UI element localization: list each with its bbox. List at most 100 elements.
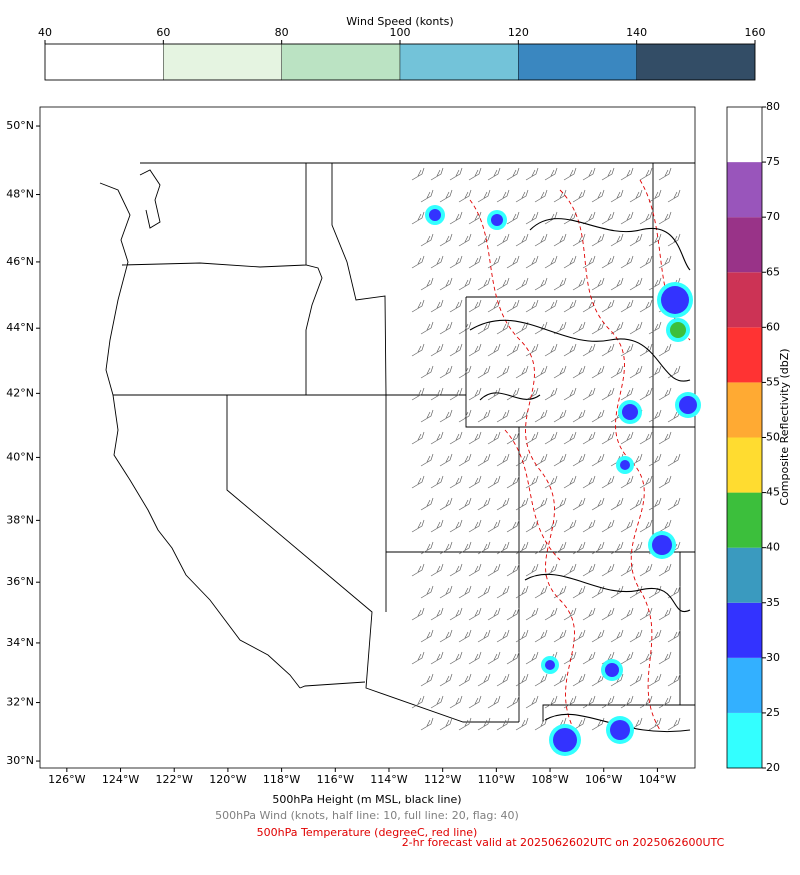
wind-barb — [477, 277, 491, 291]
wind-barb — [411, 651, 425, 665]
tick-label: 80 — [766, 100, 780, 113]
wind-barb — [496, 233, 510, 247]
wind-barb — [601, 211, 615, 225]
wind-barb — [477, 321, 491, 335]
wind-barb — [639, 299, 653, 313]
wind-barb — [506, 651, 520, 665]
wind-barb — [582, 563, 596, 577]
y-tick-label: 32°N — [6, 696, 34, 709]
colorbar-segment — [44, 43, 164, 81]
radar-echo — [679, 396, 697, 414]
x-tick-label: 124°W — [102, 773, 139, 786]
wind-barb — [468, 211, 482, 225]
caption-height: 500hPa Height (m MSL, black line) — [272, 793, 461, 806]
wind-barb — [572, 497, 586, 511]
wind-barb — [629, 497, 643, 511]
wind-barb — [411, 607, 425, 621]
wind-barb — [553, 365, 567, 379]
wind-barb — [667, 629, 681, 643]
wind-barb — [439, 189, 453, 203]
wind-barb — [496, 673, 510, 687]
wind-barb — [477, 365, 491, 379]
wind-barb — [610, 365, 624, 379]
wind-barb — [648, 629, 662, 643]
tick-label: 45 — [766, 486, 780, 499]
colorbar-segment — [727, 272, 762, 328]
wind-barb — [572, 585, 586, 599]
temperature-contour — [469, 199, 581, 741]
wind-barb — [658, 563, 672, 577]
wind-barb — [449, 211, 463, 225]
y-tick-label: 38°N — [6, 513, 34, 526]
wind-barb — [525, 695, 539, 709]
radar-echo — [429, 209, 441, 221]
tick-label: 65 — [766, 265, 780, 278]
wind-barb — [439, 277, 453, 291]
wind-barb — [563, 167, 577, 181]
wind-barb — [658, 431, 672, 445]
wind-barb — [639, 519, 653, 533]
wind-barb — [648, 497, 662, 511]
wind-barb — [544, 431, 558, 445]
colorbar-segment — [163, 43, 282, 81]
wind-barb — [553, 453, 567, 467]
tick-label: 50 — [766, 431, 780, 444]
radar-echo — [605, 663, 619, 677]
wind-barb — [430, 255, 444, 269]
tick-label: 60 — [156, 26, 170, 39]
temperature-contour — [504, 429, 561, 561]
wind-barb — [601, 343, 615, 357]
wind-barb — [639, 695, 653, 709]
x-tick-label: 106°W — [585, 773, 622, 786]
wind-barb — [648, 717, 662, 731]
wind-barb — [620, 211, 634, 225]
wind-barb — [411, 431, 425, 445]
wind-barb — [439, 321, 453, 335]
wind-barb — [525, 343, 539, 357]
wind-barb — [534, 453, 548, 467]
wind-barb — [411, 519, 425, 533]
wind-barb — [572, 717, 586, 731]
wind-barb — [563, 387, 577, 401]
caption-temperature: 500hPa Temperature (degreeC, red line) — [257, 826, 478, 839]
wind-barb — [544, 299, 558, 313]
wind-barb — [667, 673, 681, 687]
wind-barb — [468, 255, 482, 269]
wind-barb — [496, 365, 510, 379]
height-contour — [524, 573, 691, 613]
wind-barb — [582, 299, 596, 313]
colorbar-segment — [636, 43, 756, 81]
wind-barb — [553, 585, 567, 599]
wind-barb — [620, 167, 634, 181]
wind-barb — [458, 541, 472, 555]
wind-barb — [411, 299, 425, 313]
wind-barb — [639, 607, 653, 621]
wind-barb — [449, 651, 463, 665]
wind-barb — [629, 321, 643, 335]
wind-barb — [439, 673, 453, 687]
wind-barb — [411, 211, 425, 225]
wind-barb — [572, 233, 586, 247]
wind-barb — [468, 343, 482, 357]
wind-barb — [477, 585, 491, 599]
wind-barb — [601, 431, 615, 445]
wind-barb — [420, 365, 434, 379]
tick-label: 120 — [508, 26, 529, 39]
wind-barb — [639, 255, 653, 269]
wind-barb — [534, 233, 548, 247]
wind-barb — [458, 453, 472, 467]
wind-barb — [515, 365, 529, 379]
wind-barb — [439, 365, 453, 379]
wind-barb — [439, 409, 453, 423]
wind-barb — [610, 497, 624, 511]
wind-barb — [449, 431, 463, 445]
map-frame — [39, 106, 696, 769]
wind-barb — [629, 629, 643, 643]
wind-barb — [458, 585, 472, 599]
wind-barb — [601, 167, 615, 181]
wind-barb — [534, 541, 548, 555]
wind-barb — [449, 343, 463, 357]
wind-barb — [430, 519, 444, 533]
wind-barb — [420, 541, 434, 555]
